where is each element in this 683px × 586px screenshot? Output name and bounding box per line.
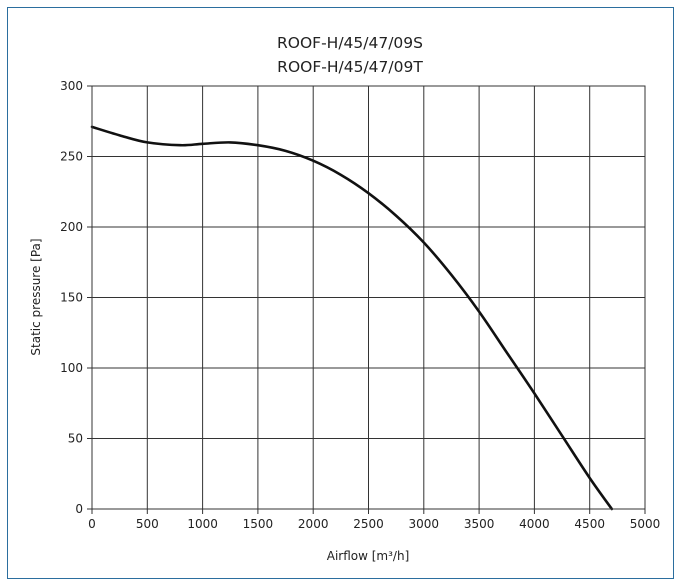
x-tick-label: 1000 <box>187 517 218 531</box>
x-tick-label: 0 <box>88 517 96 531</box>
y-tick-label: 250 <box>60 150 83 164</box>
x-tick-label: 3500 <box>464 517 495 531</box>
x-tick-label: 4000 <box>519 517 550 531</box>
chart-frame <box>7 7 674 579</box>
y-tick-label: 200 <box>60 220 83 234</box>
x-tick-label: 5000 <box>630 517 661 531</box>
x-tick-label: 1500 <box>243 517 274 531</box>
x-tick-label: 3000 <box>409 517 440 531</box>
series-lines <box>90 125 614 511</box>
y-tick-label: 100 <box>60 361 83 375</box>
x-tick-label: 500 <box>136 517 159 531</box>
y-tick-label: 50 <box>68 432 83 446</box>
x-tick-label: 2500 <box>353 517 384 531</box>
fan-curve-line <box>90 125 614 511</box>
y-tick-label: 300 <box>60 79 83 93</box>
x-tick-label: 4500 <box>574 517 605 531</box>
x-tick-label: 2000 <box>298 517 329 531</box>
chart-title: ROOF-H/45/47/09S <box>277 34 423 52</box>
y-tick-label: 150 <box>60 291 83 305</box>
tick-labels: 0 500 1000 1500 2000 2500 3000 3500 4000 4500 5000… <box>60 79 660 531</box>
chart-subtitle: ROOF-H/45/47/09T <box>277 58 423 76</box>
y-axis-label: Static pressure [Pa] <box>29 238 43 355</box>
x-axis-label: Airflow [m³/h] <box>327 549 410 563</box>
plot-border <box>91 85 646 510</box>
grid <box>87 85 646 514</box>
y-tick-label: 0 <box>75 502 83 516</box>
